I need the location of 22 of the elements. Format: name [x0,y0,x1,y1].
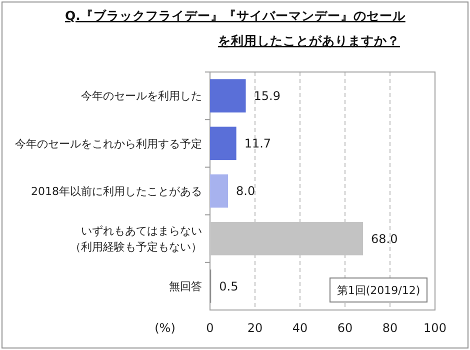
y-tick-label: 2018年以前に利用したことがある [31,184,202,198]
data-label: 8.0 [236,184,256,198]
annotation: 第1回(2019/12) [336,284,420,297]
x-axis-title: (%) [154,321,176,335]
y-tick-label: 無回答 [169,280,202,294]
bar [210,174,228,208]
y-tick-label: 今年のセールを利用した [81,90,202,103]
x-tick-label: 0 [206,321,214,335]
bar [210,126,236,160]
x-tick-label: 40 [292,321,308,335]
data-label: 68.0 [371,232,398,246]
y-tick-label: 今年のセールをこれから利用する予定 [15,137,202,150]
data-label: 15.9 [254,89,280,103]
chart-title: Q.『ブラックフライデー』『サイバーマンデー』のセールを利用したことがありますか？ [65,8,406,48]
data-label: 11.7 [244,136,272,151]
bar [210,79,246,112]
x-tick-label: 20 [247,321,263,335]
data-label: 0.5 [219,279,238,294]
x-tick-label: 60 [337,321,353,335]
x-tick-label: 80 [382,321,398,335]
y-tick-label: いずれもあてはまらない（利用経験も予定もない） [70,224,202,254]
x-tick-label: 100 [424,321,446,335]
